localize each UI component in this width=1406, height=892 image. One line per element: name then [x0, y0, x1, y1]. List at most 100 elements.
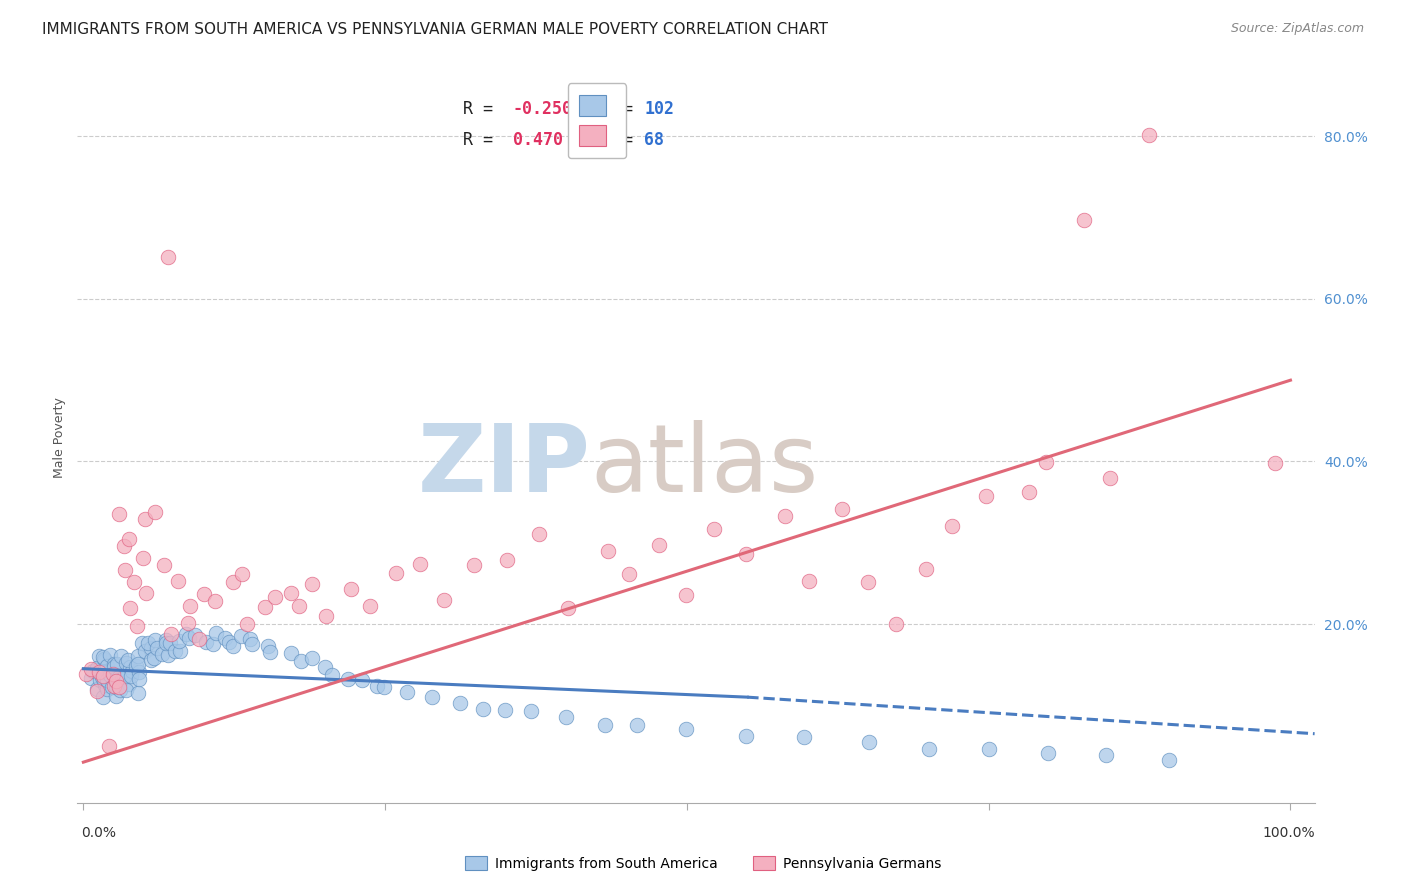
Point — [125, 618, 148, 632]
Point — [87, 665, 110, 679]
Point — [75, 667, 97, 681]
Point — [675, 722, 697, 736]
Point — [204, 594, 226, 608]
Point — [156, 648, 179, 663]
Point — [143, 651, 166, 665]
Point — [218, 635, 240, 649]
Point — [90, 670, 112, 684]
Point — [98, 648, 121, 662]
Point — [118, 677, 141, 691]
Point — [176, 616, 198, 631]
Text: atlas: atlas — [591, 420, 820, 512]
Point — [101, 680, 124, 694]
Point — [117, 652, 139, 666]
Point — [231, 566, 253, 581]
Point — [831, 501, 853, 516]
Point — [96, 659, 118, 673]
Point — [143, 632, 166, 647]
Point — [91, 669, 114, 683]
Point — [110, 683, 132, 698]
Point — [301, 651, 323, 665]
Point — [105, 657, 128, 672]
Point — [1095, 748, 1118, 763]
Legend: , : , — [568, 83, 626, 158]
Point — [214, 631, 236, 645]
Point — [974, 489, 997, 503]
Point — [132, 551, 155, 566]
Point — [858, 735, 880, 749]
Text: 0.0%: 0.0% — [82, 826, 115, 839]
Point — [157, 251, 180, 265]
Point — [314, 660, 336, 674]
Point — [131, 636, 153, 650]
Point — [112, 670, 135, 684]
Point — [93, 651, 115, 665]
Point — [98, 668, 121, 682]
Point — [167, 574, 190, 589]
Point — [703, 522, 725, 536]
Point — [127, 657, 149, 671]
Point — [915, 562, 938, 576]
Point — [222, 640, 245, 654]
Point — [108, 508, 131, 522]
Point — [287, 599, 309, 614]
Text: 0.470: 0.470 — [513, 130, 562, 148]
Point — [463, 558, 485, 573]
Point — [1157, 753, 1180, 767]
Point — [91, 690, 114, 705]
Legend: Immigrants from South America, Pennsylvania Germans: Immigrants from South America, Pennsylva… — [458, 850, 948, 876]
Point — [139, 640, 162, 655]
Point — [96, 673, 118, 687]
Point — [239, 632, 262, 647]
Point — [93, 673, 115, 688]
Point — [409, 557, 432, 571]
Point — [184, 628, 207, 642]
Point — [222, 574, 245, 589]
Point — [139, 653, 162, 667]
Point — [174, 627, 197, 641]
Point — [977, 742, 1000, 756]
Point — [120, 669, 142, 683]
Text: ZIP: ZIP — [418, 420, 591, 512]
Point — [108, 669, 131, 683]
Point — [321, 668, 343, 682]
Point — [125, 658, 148, 673]
Point — [231, 629, 253, 643]
Point — [122, 574, 145, 589]
Point — [91, 665, 114, 679]
Point — [259, 645, 281, 659]
Point — [150, 647, 173, 661]
Point — [626, 718, 648, 732]
Point — [257, 640, 280, 654]
Text: -0.250: -0.250 — [513, 100, 572, 118]
Point — [527, 526, 550, 541]
Point — [121, 664, 143, 678]
Point — [105, 689, 128, 703]
Point — [97, 739, 120, 753]
Point — [1137, 128, 1160, 143]
Point — [340, 582, 363, 596]
Point — [103, 660, 125, 674]
Point — [80, 662, 103, 676]
Text: N =: N = — [603, 100, 643, 118]
Point — [494, 703, 516, 717]
Point — [112, 539, 135, 553]
Point — [350, 673, 373, 687]
Point — [79, 671, 101, 685]
Point — [420, 690, 443, 705]
Point — [103, 657, 125, 671]
Point — [111, 673, 134, 687]
Point — [136, 636, 159, 650]
Point — [86, 684, 108, 698]
Point — [87, 648, 110, 663]
Point — [107, 675, 129, 690]
Point — [145, 640, 167, 655]
Point — [127, 686, 149, 700]
Point — [1018, 484, 1040, 499]
Point — [104, 681, 127, 695]
Text: 68: 68 — [644, 130, 664, 148]
Point — [89, 673, 111, 688]
Point — [179, 599, 201, 613]
Point — [163, 644, 186, 658]
Point — [301, 577, 323, 591]
